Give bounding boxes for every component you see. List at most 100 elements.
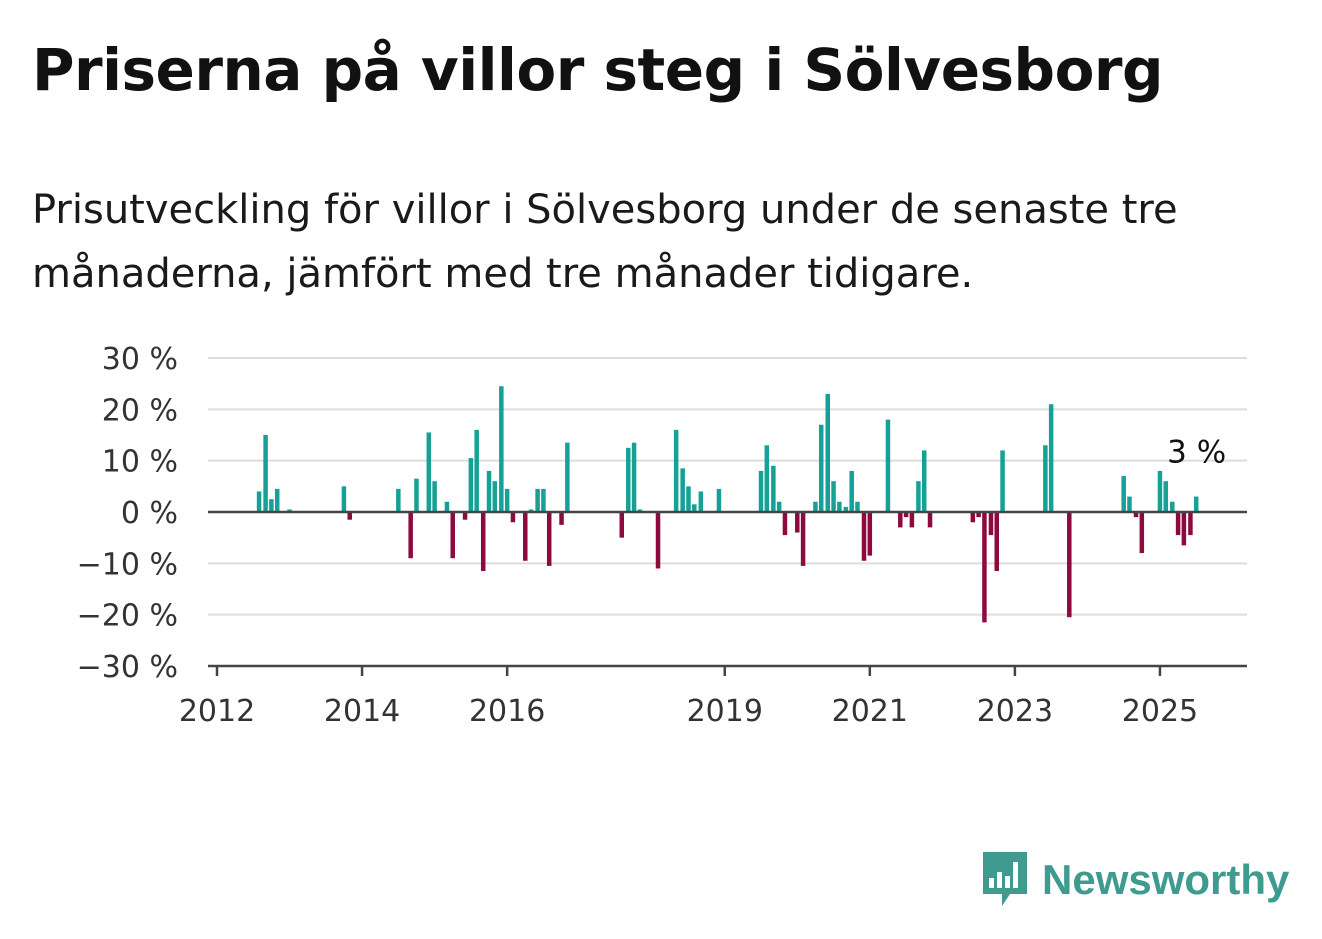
bar — [1170, 501, 1175, 512]
bar — [486, 470, 492, 512]
bar — [800, 512, 806, 566]
bar — [927, 512, 933, 528]
x-axis: 2012 2014 2016 2019 2021 2023 2025 — [179, 510, 1247, 729]
bar — [758, 470, 764, 512]
bar — [287, 509, 292, 512]
bar — [692, 504, 697, 512]
bar — [474, 429, 479, 512]
bar — [396, 488, 401, 512]
bar — [885, 419, 891, 512]
bar — [818, 424, 824, 512]
bar — [867, 512, 873, 556]
bar-chart: 30 %20 %10 %0 %−10 %−20 %−30 % 2012 2014 2… — [77, 342, 1247, 729]
bar — [976, 512, 981, 518]
bar — [565, 442, 570, 512]
y-tick-label: −10 % — [77, 547, 178, 582]
x-tick-label: 2021 — [832, 694, 908, 729]
bar — [414, 478, 419, 512]
x-tick-label: 2012 — [179, 694, 255, 729]
bar — [994, 512, 1000, 572]
x-tick-label: 2023 — [977, 694, 1053, 729]
bar — [341, 486, 347, 512]
bar — [771, 465, 776, 512]
y-axis-tick-labels: 30 % 20 % 10 % 0 % −10 % −20 % −30 % — [77, 342, 178, 685]
newsworthy-chart-icon — [983, 852, 1027, 906]
bar — [776, 501, 782, 512]
bar — [468, 458, 474, 512]
bar — [698, 491, 704, 512]
bar — [861, 512, 867, 561]
bar — [1127, 496, 1132, 512]
y-tick-label: 30 % — [102, 342, 178, 377]
bar — [450, 512, 455, 559]
bar — [1067, 512, 1072, 618]
bar — [1181, 512, 1187, 546]
bar — [1139, 512, 1145, 554]
bar — [480, 512, 486, 572]
bar — [1133, 512, 1139, 518]
bar — [1188, 512, 1193, 536]
annotations: 3 % — [1167, 435, 1226, 471]
bar — [535, 488, 540, 512]
y-tick-label: −30 % — [77, 650, 178, 685]
bar — [528, 509, 534, 512]
gridlines — [208, 357, 1247, 616]
bars — [256, 386, 1199, 623]
bar — [256, 491, 262, 512]
bar — [1163, 481, 1169, 512]
brand-name: Newsworthy — [1042, 856, 1290, 903]
bar — [1157, 470, 1163, 512]
bar — [408, 512, 413, 559]
bar — [716, 488, 722, 512]
bar — [909, 512, 915, 528]
bar — [655, 512, 661, 569]
bar — [523, 512, 528, 561]
bar — [813, 501, 818, 512]
bar — [1000, 450, 1005, 512]
bar — [916, 481, 921, 512]
bar — [843, 506, 849, 512]
bar — [510, 512, 516, 523]
bar — [837, 501, 842, 512]
y-tick-label: 0 % — [121, 496, 178, 531]
bar — [462, 512, 468, 520]
bar — [499, 386, 504, 512]
y-tick-label: 20 % — [102, 393, 178, 428]
bar — [444, 501, 450, 512]
bar — [782, 512, 788, 536]
bar — [426, 432, 432, 512]
x-tick-label: 2019 — [687, 694, 763, 729]
bar — [432, 481, 437, 512]
bar — [347, 512, 352, 520]
bar — [559, 512, 564, 525]
chart-subtitle: Prisutveckling för villor i Sölvesborg u… — [32, 187, 1178, 297]
x-tick-label: 2014 — [324, 694, 400, 729]
bar — [626, 447, 631, 512]
bar — [686, 486, 691, 512]
bar — [970, 512, 976, 523]
bar — [1193, 496, 1199, 512]
newsworthy-logo: Newsworthy — [980, 850, 1289, 910]
bar — [825, 393, 830, 512]
bar — [831, 481, 836, 512]
bar — [673, 429, 679, 512]
bar — [274, 488, 280, 512]
x-tick-label: 2016 — [469, 694, 545, 729]
bar — [1043, 445, 1048, 512]
bar — [680, 468, 685, 512]
bar — [619, 512, 624, 538]
bar — [1048, 404, 1054, 512]
bar — [1121, 476, 1126, 512]
y-tick-label: 10 % — [102, 445, 178, 480]
bar — [982, 512, 987, 623]
bar — [492, 481, 498, 512]
x-tick-label: 2025 — [1122, 694, 1198, 729]
bar — [764, 445, 770, 512]
bar — [546, 512, 552, 566]
bar — [849, 470, 854, 512]
latest-value-label: 3 % — [1167, 435, 1226, 471]
bar — [921, 450, 927, 512]
bar — [903, 512, 909, 518]
bar — [269, 499, 274, 512]
bar — [631, 442, 637, 512]
